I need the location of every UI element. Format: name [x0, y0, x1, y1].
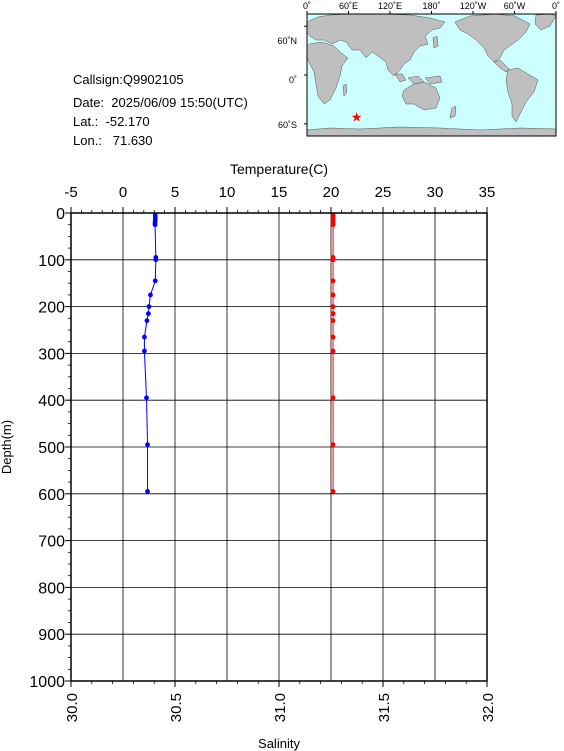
temperature-point [330, 318, 336, 324]
salinity-point [145, 442, 150, 448]
temperature-tick-label: 0 [119, 184, 127, 201]
temperature-point [330, 334, 336, 340]
salinity-point [146, 304, 152, 309]
depth-tick-label: 200 [38, 300, 65, 317]
longitude-text: Lon.: 71.630 [73, 133, 153, 148]
salinity-point [142, 348, 147, 354]
station-marker-icon: ★ [351, 109, 363, 124]
depth-tick-label: 1000 [29, 674, 65, 691]
map-lon-label: 60˚E [339, 1, 358, 11]
map-lon-label: 120˚W [460, 1, 487, 11]
map-top-labels: 0˚ 60˚E 120˚E 180˚ 120˚W 60˚W 0˚ [303, 1, 560, 11]
salinity-axis-title: Salinity [258, 736, 300, 751]
series-layer [142, 212, 336, 494]
map-land [306, 13, 557, 137]
temperature-point [330, 304, 336, 309]
depth-tick-label: 0 [56, 206, 65, 223]
temperature-point [330, 348, 336, 354]
temperature-tick-label: 15 [271, 184, 288, 201]
temperature-point [330, 442, 336, 448]
map-lon-label: 60˚W [504, 1, 526, 11]
temperature-point [330, 489, 336, 494]
depth-axis-title: Depth(m) [0, 420, 14, 474]
map-lon-label: 120˚E [378, 1, 402, 11]
temperature-tick-label: 5 [171, 184, 179, 201]
depth-tick-label: 100 [38, 253, 65, 270]
temperature-tick-label: 35 [479, 184, 496, 201]
map-left-labels: 60˚N 0˚ 60˚S [277, 36, 297, 130]
temperature-tick-label: 25 [375, 184, 392, 201]
map-lon-label: 0˚ [552, 1, 560, 11]
salinity-point [153, 257, 159, 263]
callsign-text: Callsign:Q9902105 [73, 72, 184, 87]
location-map: 0˚ 60˚E 120˚E 180˚ 120˚W 60˚W 0˚ 60˚N 0˚… [277, 1, 560, 137]
salinity-tick-label: 30.0 [64, 693, 81, 722]
temperature-tick-label: 30 [427, 184, 444, 201]
depth-tick-label: 700 [38, 534, 65, 551]
salinity-point [144, 395, 149, 401]
temperature-tick-label: 20 [323, 184, 340, 201]
map-ticks [304, 11, 557, 125]
salinity-tick-label: 32.0 [480, 693, 497, 722]
salinity-tick-label: 31.0 [272, 693, 289, 722]
salinity-point [142, 334, 147, 340]
temperature-point [330, 278, 336, 284]
salinity-axis: 30.0 30.5 31.0 31.5 32.0 [64, 681, 497, 722]
temperature-point [330, 257, 336, 263]
map-lat-label: 0˚ [289, 75, 297, 85]
map-lon-label: 180˚ [422, 1, 440, 11]
salinity-point [148, 292, 153, 298]
temperature-point [330, 311, 336, 317]
temperature-point [330, 222, 336, 228]
salinity-point [152, 278, 158, 284]
salinity-point [145, 311, 151, 317]
profile-plot: -5 0 5 10 15 20 25 30 35 30.0 30.5 31.0 31.5 32.0 0 1… [0, 161, 497, 751]
depth-tick-label: 900 [38, 627, 65, 644]
temperature-axis-title: Temperature(C) [230, 161, 328, 177]
map-lat-label: 60˚S [278, 120, 297, 130]
depth-tick-label: 400 [38, 393, 65, 410]
depth-axis: 0 100 200 300 400 500 600 700 800 900 1000 [29, 206, 71, 691]
date-text: Date: 2025/06/09 15:50(UTC) [73, 95, 248, 110]
temperature-point [330, 292, 336, 298]
salinity-point [144, 318, 150, 324]
temperature-axis: -5 0 5 10 15 20 25 30 35 [64, 184, 495, 213]
salinity-point [152, 222, 158, 228]
depth-tick-label: 600 [38, 487, 65, 504]
grid [70, 212, 488, 682]
temperature-tick-label: -5 [64, 184, 77, 201]
depth-tick-label: 800 [38, 580, 65, 597]
temperature-tick-label: 10 [219, 184, 236, 201]
salinity-tick-label: 30.5 [168, 693, 185, 722]
latitude-text: Lat.: -52.170 [73, 114, 150, 129]
map-lon-label: 0˚ [303, 1, 311, 11]
salinity-point [145, 489, 150, 494]
depth-tick-label: 500 [38, 440, 65, 457]
map-lat-label: 60˚N [277, 36, 297, 46]
plot-frame [70, 212, 488, 682]
salinity-tick-label: 31.5 [376, 693, 393, 722]
temperature-point [330, 395, 336, 401]
depth-tick-label: 300 [38, 346, 65, 363]
